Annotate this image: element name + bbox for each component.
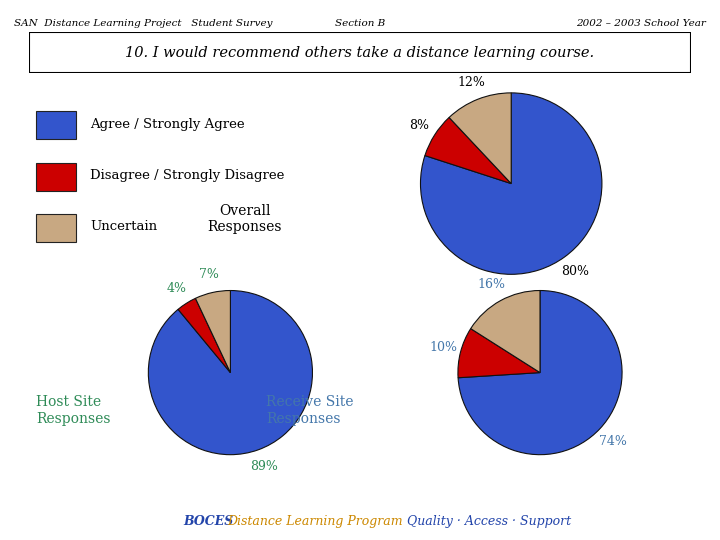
Text: 4%: 4% bbox=[167, 281, 186, 294]
Text: 16%: 16% bbox=[478, 278, 505, 292]
Text: 10. I would recommend others take a distance learning course.: 10. I would recommend others take a dist… bbox=[125, 46, 595, 59]
Wedge shape bbox=[148, 291, 312, 455]
Wedge shape bbox=[178, 298, 230, 373]
Text: Overall
Responses: Overall Responses bbox=[207, 204, 282, 234]
Text: 2002 – 2003 School Year: 2002 – 2003 School Year bbox=[576, 19, 706, 28]
Text: Receive Site
Responses: Receive Site Responses bbox=[266, 395, 354, 426]
Text: Host Site
Responses: Host Site Responses bbox=[36, 395, 110, 426]
Wedge shape bbox=[458, 291, 622, 455]
Text: Uncertain: Uncertain bbox=[90, 220, 157, 233]
Text: 10%: 10% bbox=[429, 341, 457, 354]
Text: Section B: Section B bbox=[335, 19, 385, 28]
Text: 74%: 74% bbox=[599, 435, 627, 448]
FancyBboxPatch shape bbox=[29, 32, 691, 73]
Text: Quality · Access · Support: Quality · Access · Support bbox=[407, 515, 571, 528]
Wedge shape bbox=[420, 93, 602, 274]
Text: BOCES: BOCES bbox=[184, 515, 234, 528]
Text: Disagree / Strongly Disagree: Disagree / Strongly Disagree bbox=[90, 169, 284, 182]
Wedge shape bbox=[425, 118, 511, 184]
Text: SAN  Distance Learning Project   Student Survey: SAN Distance Learning Project Student Su… bbox=[14, 19, 273, 28]
Text: Distance Learning Program: Distance Learning Program bbox=[227, 515, 402, 528]
Wedge shape bbox=[458, 329, 540, 378]
Text: 80%: 80% bbox=[561, 265, 589, 278]
Text: 12%: 12% bbox=[457, 76, 485, 89]
Wedge shape bbox=[195, 291, 230, 373]
Text: 7%: 7% bbox=[199, 268, 218, 281]
Text: Agree / Strongly Agree: Agree / Strongly Agree bbox=[90, 118, 245, 131]
Text: 8%: 8% bbox=[409, 119, 429, 132]
Text: 89%: 89% bbox=[251, 460, 278, 474]
Wedge shape bbox=[449, 93, 511, 184]
Wedge shape bbox=[471, 291, 540, 373]
